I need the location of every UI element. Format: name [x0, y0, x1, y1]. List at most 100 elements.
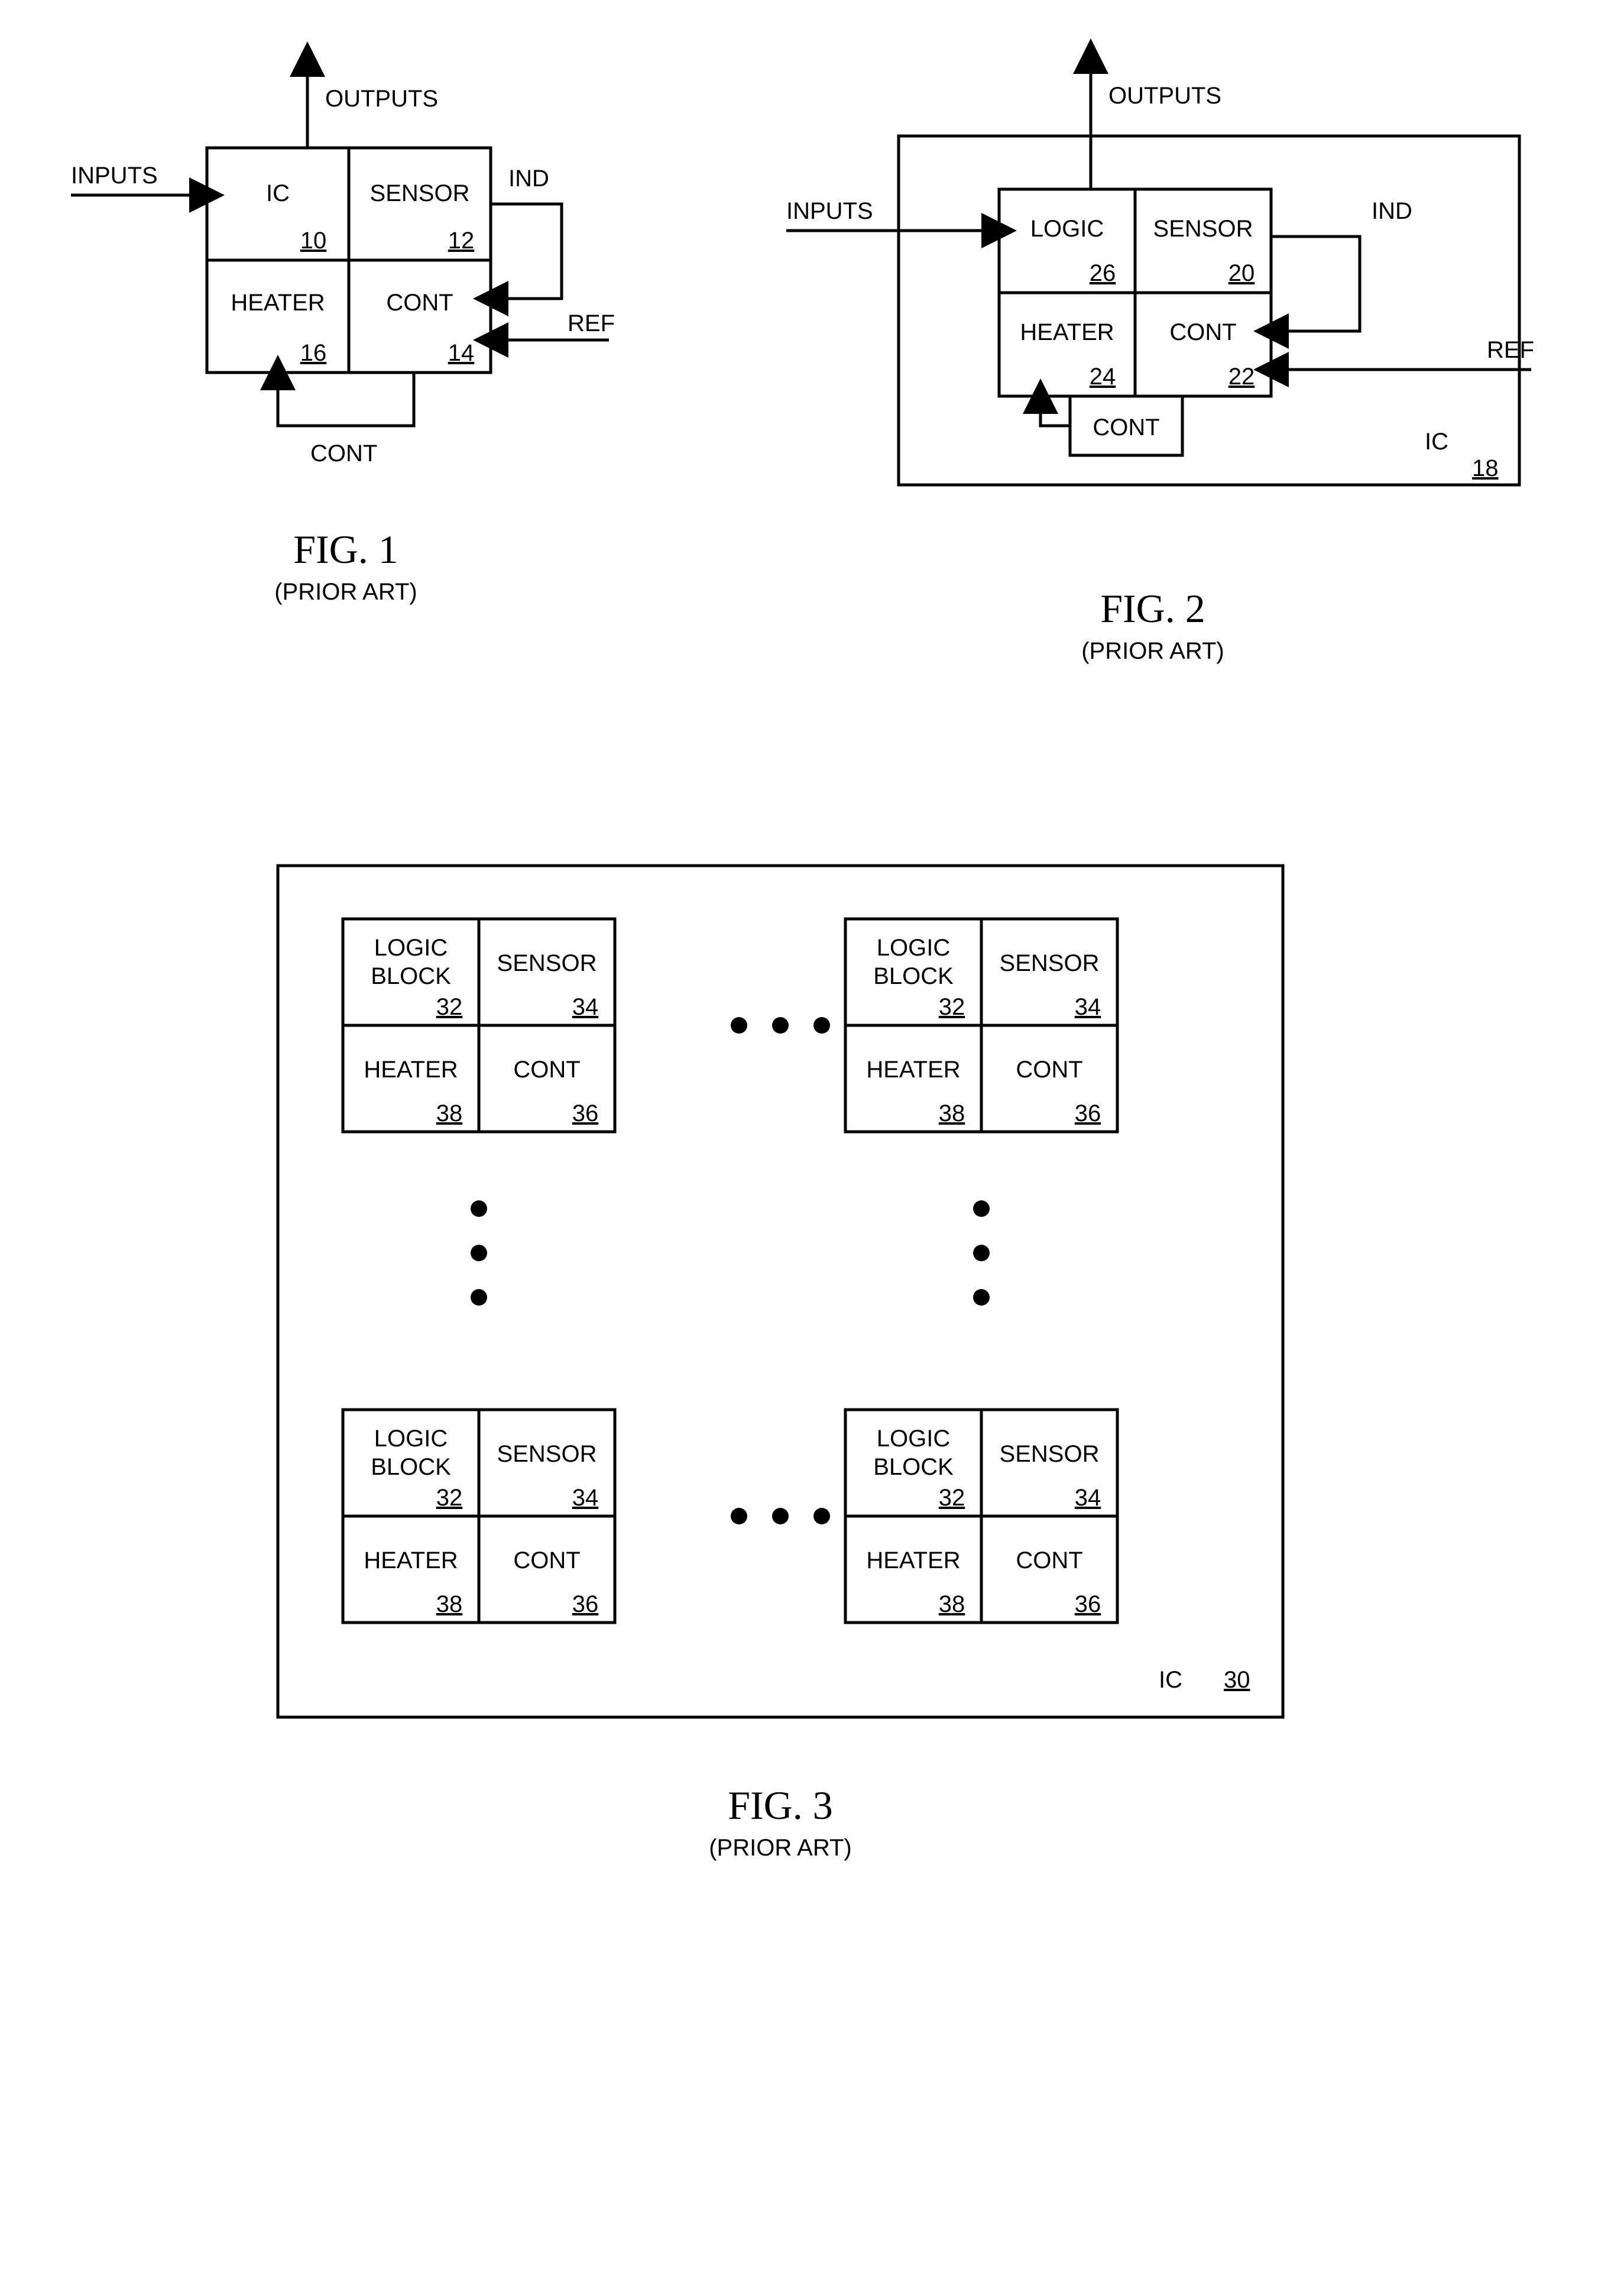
svg-text:SENSOR: SENSOR [497, 1441, 597, 1467]
fig3-vdots-r-1 [973, 1200, 990, 1217]
svg-text:36: 36 [1075, 1591, 1101, 1617]
svg-text:32: 32 [939, 1485, 965, 1511]
fig1-ref-label: REF [568, 310, 615, 336]
fig3-vdots-r-3 [973, 1289, 990, 1306]
svg-text:LOGIC: LOGIC [877, 935, 950, 961]
svg-text:LOGIC: LOGIC [374, 935, 448, 961]
fig2-br-ref: 22 [1228, 364, 1255, 390]
fig1-ind-label: IND [508, 166, 549, 192]
fig2-ind-label: IND [1372, 198, 1412, 224]
svg-text:BLOCK: BLOCK [371, 1454, 451, 1480]
fig1-bl-ref: 16 [300, 340, 327, 366]
figure-1: IC 10 SENSOR 12 HEATER 16 CONT 14 OUTPUT… [35, 35, 656, 606]
svg-text:HEATER: HEATER [364, 1547, 458, 1573]
fig2-tl-label: LOGIC [1030, 216, 1104, 242]
svg-text:38: 38 [436, 1591, 463, 1617]
svg-text:LOGIC: LOGIC [374, 1426, 448, 1452]
fig3-ic-label: IC [1159, 1667, 1182, 1693]
page-root: IC 10 SENSOR 12 HEATER 16 CONT 14 OUTPUT… [35, 35, 1589, 1861]
fig2-cont-box-label: CONT [1093, 415, 1159, 441]
fig2-cont-feedback [1040, 408, 1070, 426]
fig1-br-label: CONT [386, 290, 453, 316]
fig2-bl-ref: 24 [1090, 364, 1116, 390]
svg-text:SENSOR: SENSOR [1000, 950, 1100, 976]
fig1-cont-path [278, 373, 414, 426]
fig3-subblock-01: LOGICBLOCK 32 SENSOR 34 HEATER 38 CONT 36 [845, 919, 1117, 1132]
svg-text:BLOCK: BLOCK [371, 963, 451, 989]
fig2-inputs-label: INPUTS [786, 198, 873, 224]
svg-text:BLOCK: BLOCK [873, 1454, 954, 1480]
fig1-tr-label: SENSOR [370, 180, 470, 206]
fig1-tl-label: IC [266, 180, 290, 206]
fig3-svg: LOGICBLOCK32SENSOR34HEATER38CONT36 LOGIC… [189, 830, 1372, 1764]
svg-text:HEATER: HEATER [866, 1547, 960, 1573]
svg-text:34: 34 [572, 994, 599, 1020]
fig3-subblock-00: LOGICBLOCK32SENSOR34HEATER38CONT36 [343, 919, 615, 1132]
svg-text:CONT: CONT [1016, 1057, 1082, 1083]
fig3-vdots-l-1 [471, 1200, 487, 1217]
fig1-br-ref: 14 [448, 340, 475, 366]
fig3-hdots-bot-1 [731, 1508, 747, 1524]
fig3-hdots-top-1 [731, 1017, 747, 1034]
fig3-hdots-top-3 [813, 1017, 830, 1034]
svg-text:CONT: CONT [1016, 1547, 1082, 1573]
fig3-hdots-top-2 [772, 1017, 789, 1034]
svg-text:36: 36 [572, 1591, 599, 1617]
fig1-inputs-label: INPUTS [71, 163, 158, 189]
fig3-vdots-l-2 [471, 1245, 487, 1261]
fig1-cont-label: CONT [310, 441, 377, 467]
fig2-br-label: CONT [1169, 319, 1236, 345]
svg-text:LOGIC: LOGIC [877, 1426, 950, 1452]
fig2-ic-label: IC [1425, 429, 1448, 455]
svg-text:36: 36 [572, 1100, 599, 1126]
fig3-hdots-bot-2 [772, 1508, 789, 1524]
svg-text:34: 34 [1075, 994, 1101, 1020]
fig1-tr-ref: 12 [448, 228, 475, 254]
svg-text:32: 32 [436, 994, 463, 1020]
fig3-ic-ref: 30 [1224, 1667, 1250, 1693]
fig1-tl-ref: 10 [300, 228, 327, 254]
figure-3: LOGICBLOCK32SENSOR34HEATER38CONT36 LOGIC… [189, 830, 1372, 1861]
svg-text:34: 34 [1075, 1485, 1101, 1511]
svg-text:36: 36 [1075, 1100, 1101, 1126]
fig2-tl-ref: 26 [1090, 260, 1116, 286]
svg-text:SENSOR: SENSOR [497, 950, 597, 976]
svg-text:BLOCK: BLOCK [873, 963, 954, 989]
svg-text:34: 34 [572, 1485, 599, 1511]
fig1-bl-label: HEATER [231, 290, 325, 316]
fig2-caption: FIG. 2 [763, 585, 1543, 632]
svg-text:CONT: CONT [513, 1547, 580, 1573]
svg-text:SENSOR: SENSOR [1000, 1441, 1100, 1467]
fig1-outputs-label: OUTPUTS [325, 86, 438, 112]
svg-text:32: 32 [436, 1485, 463, 1511]
fig2-tr-label: SENSOR [1153, 216, 1253, 242]
svg-text:38: 38 [939, 1100, 965, 1126]
fig3-vdots-r-2 [973, 1245, 990, 1261]
fig3-caption: FIG. 3 [189, 1782, 1372, 1829]
top-row: IC 10 SENSOR 12 HEATER 16 CONT 14 OUTPUT… [35, 35, 1589, 665]
figure-2: LOGIC 26 SENSOR 20 HEATER 24 CONT 22 OUT… [763, 35, 1543, 665]
fig2-ref-label: REF [1487, 337, 1534, 363]
fig3-hdots-bot-3 [813, 1508, 830, 1524]
svg-text:HEATER: HEATER [866, 1057, 960, 1083]
fig2-outputs-label: OUTPUTS [1108, 83, 1221, 109]
fig2-ic-ref: 18 [1472, 455, 1499, 481]
fig1-caption: FIG. 1 [35, 526, 656, 573]
fig2-bl-label: HEATER [1020, 319, 1114, 345]
fig3-subblock-10: LOGICBLOCK 32 SENSOR 34 HEATER 38 CONT 36 [343, 1410, 615, 1623]
fig2-ind-path [1271, 237, 1360, 331]
svg-text:32: 32 [939, 994, 965, 1020]
fig3-vdots-l-3 [471, 1289, 487, 1306]
fig2-tr-ref: 20 [1228, 260, 1255, 286]
fig1-subcaption: (PRIOR ART) [35, 579, 656, 606]
svg-text:38: 38 [939, 1591, 965, 1617]
fig3-subblock-11: LOGICBLOCK 32 SENSOR 34 HEATER 38 CONT 36 [845, 1410, 1117, 1623]
fig3-ic-box [278, 866, 1283, 1717]
fig1-ind-path [491, 204, 562, 299]
fig3-subcaption: (PRIOR ART) [189, 1835, 1372, 1861]
fig1-svg: IC 10 SENSOR 12 HEATER 16 CONT 14 OUTPUT… [35, 35, 656, 509]
svg-text:HEATER: HEATER [364, 1057, 458, 1083]
fig2-svg: LOGIC 26 SENSOR 20 HEATER 24 CONT 22 OUT… [763, 35, 1543, 568]
svg-text:CONT: CONT [513, 1057, 580, 1083]
fig2-subcaption: (PRIOR ART) [763, 638, 1543, 665]
